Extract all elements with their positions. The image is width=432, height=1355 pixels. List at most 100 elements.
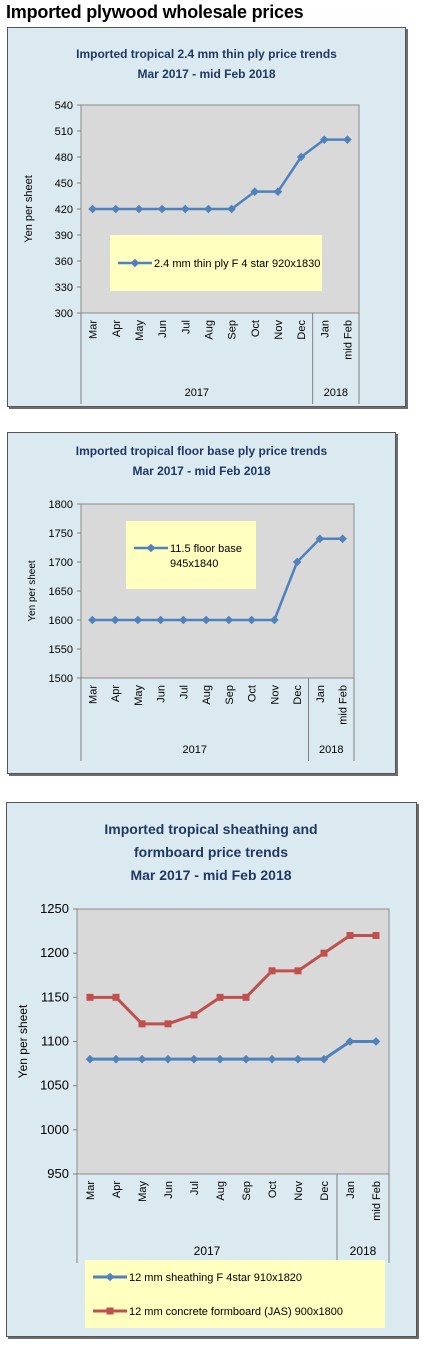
data-point [112, 993, 120, 1001]
x-tick-label: May [137, 1181, 149, 1202]
y-tick-label: 1650 [49, 586, 73, 598]
x-tick-label: mid Feb [342, 320, 354, 360]
y-tick-label: 1500 [49, 673, 73, 685]
x-tick-label: Nov [273, 320, 285, 340]
data-point [250, 187, 260, 196]
year-group-label: 2017 [194, 1244, 221, 1258]
data-point [268, 967, 276, 975]
thin-ply-chart: Imported tropical 2.4 mm thin ply price … [23, 47, 360, 404]
data-point [319, 1054, 329, 1064]
year-group-label: 2018 [319, 744, 343, 756]
legend-box [85, 1260, 385, 1328]
data-point [293, 1054, 303, 1064]
data-point [164, 1020, 172, 1028]
data-point [111, 204, 121, 214]
y-tick-label: 1000 [40, 1122, 69, 1137]
x-tick-label: Dec [296, 320, 308, 340]
data-point [163, 1054, 173, 1064]
x-tick-label: Dec [319, 1181, 331, 1201]
x-tick-label: Jun [163, 1181, 175, 1199]
x-tick-label: Jun [157, 320, 169, 338]
x-tick-label: Mar [87, 685, 99, 704]
data-point [345, 1037, 355, 1046]
y-tick-label: 1250 [40, 901, 69, 916]
data-point [215, 1054, 225, 1064]
y-tick-label: 1700 [49, 557, 73, 569]
data-point [315, 534, 325, 544]
data-point [88, 204, 97, 214]
x-tick-label: Aug [203, 320, 215, 340]
series-line [90, 934, 376, 1026]
data-point [157, 204, 167, 214]
legend-marker [106, 1307, 114, 1315]
legend-label: 945x1840 [170, 558, 218, 570]
data-point [138, 1020, 146, 1028]
x-tick-label: mid Feb [338, 685, 350, 725]
y-tick-label: 950 [47, 1166, 69, 1181]
plot-area [76, 908, 390, 1175]
data-point [273, 187, 283, 196]
chart-title-line: Mar 2017 - mid Feb 2018 [137, 67, 275, 81]
x-tick-label: Oct [247, 685, 259, 702]
x-tick-label: Apr [110, 685, 122, 702]
legend-box [126, 521, 256, 589]
y-axis-label: Yen per sheet [27, 560, 38, 622]
x-tick-label: mid Feb [371, 1181, 383, 1221]
x-tick-label: Sep [241, 1181, 253, 1201]
x-tick-label: Oct [267, 1181, 279, 1198]
floor-base-chart-panel: Imported tropical floor base ply price t… [7, 432, 396, 774]
sheathing-formboard-chart: Imported tropical sheathing and formboard… [16, 821, 390, 1328]
data-point [338, 534, 347, 544]
data-point [111, 1054, 121, 1064]
y-tick-label: 1800 [49, 499, 73, 511]
y-axis-label: Yen per sheet [16, 1004, 30, 1078]
y-tick-label: 1550 [49, 644, 73, 656]
x-tick-label: Oct [250, 320, 262, 337]
year-group-label: 2018 [324, 387, 348, 399]
x-tick-label: Jan [315, 685, 327, 703]
x-tick-label: Sep [227, 320, 239, 340]
year-group-label: 2017 [185, 387, 209, 399]
x-tick-label: Jun [156, 685, 168, 703]
x-tick-label: May [133, 685, 145, 706]
x-tick-label: Mar [85, 1181, 97, 1200]
x-tick-label: Jan [319, 320, 331, 338]
data-point [294, 967, 302, 975]
x-tick-label: Jul [178, 685, 190, 699]
x-tick-label: Mar [88, 320, 100, 339]
y-tick-label: 390 [55, 230, 73, 242]
data-point [242, 993, 250, 1001]
x-tick-label: Nov [293, 1181, 305, 1201]
x-tick-label: Dec [292, 685, 304, 705]
y-tick-label: 1050 [40, 1078, 69, 1093]
y-tick-label: 510 [55, 126, 73, 138]
data-point [371, 1037, 381, 1046]
chart-title-line: Imported tropical 2.4 mm thin ply price … [76, 47, 337, 61]
year-group-label: 2017 [183, 744, 207, 756]
y-tick-label: 450 [55, 178, 73, 190]
y-tick-label: 1600 [49, 615, 73, 627]
chart-title-line: Mar 2017 - mid Feb 2018 [130, 867, 291, 883]
data-point [267, 1054, 277, 1064]
data-point [134, 204, 144, 214]
floor-base-chart: Imported tropical floor base ply price t… [27, 444, 355, 761]
legend-label: 11.5 floor base [170, 543, 242, 555]
x-tick-label: Sep [224, 685, 236, 705]
chart-title-line: Imported tropical sheathing and [104, 821, 317, 837]
y-tick-label: 1100 [41, 1034, 69, 1049]
legend-label: 12 mm sheathing F 4star 910x1820 [129, 1272, 302, 1284]
y-axis-label: Yen per sheet [23, 175, 35, 242]
data-point [372, 932, 380, 939]
data-point [216, 993, 224, 1001]
y-tick-label: 1750 [49, 528, 73, 540]
x-tick-label: Jul [180, 320, 192, 334]
y-tick-label: 1200 [40, 945, 69, 960]
data-point [296, 152, 306, 162]
x-tick-label: Apr [111, 1181, 123, 1198]
chart-title-line: Imported tropical floor base ply price t… [76, 444, 328, 458]
data-point [180, 204, 190, 214]
data-point [204, 204, 213, 214]
y-tick-label: 420 [55, 204, 73, 216]
legend-marker [105, 1272, 115, 1282]
y-tick-label: 480 [55, 152, 73, 164]
